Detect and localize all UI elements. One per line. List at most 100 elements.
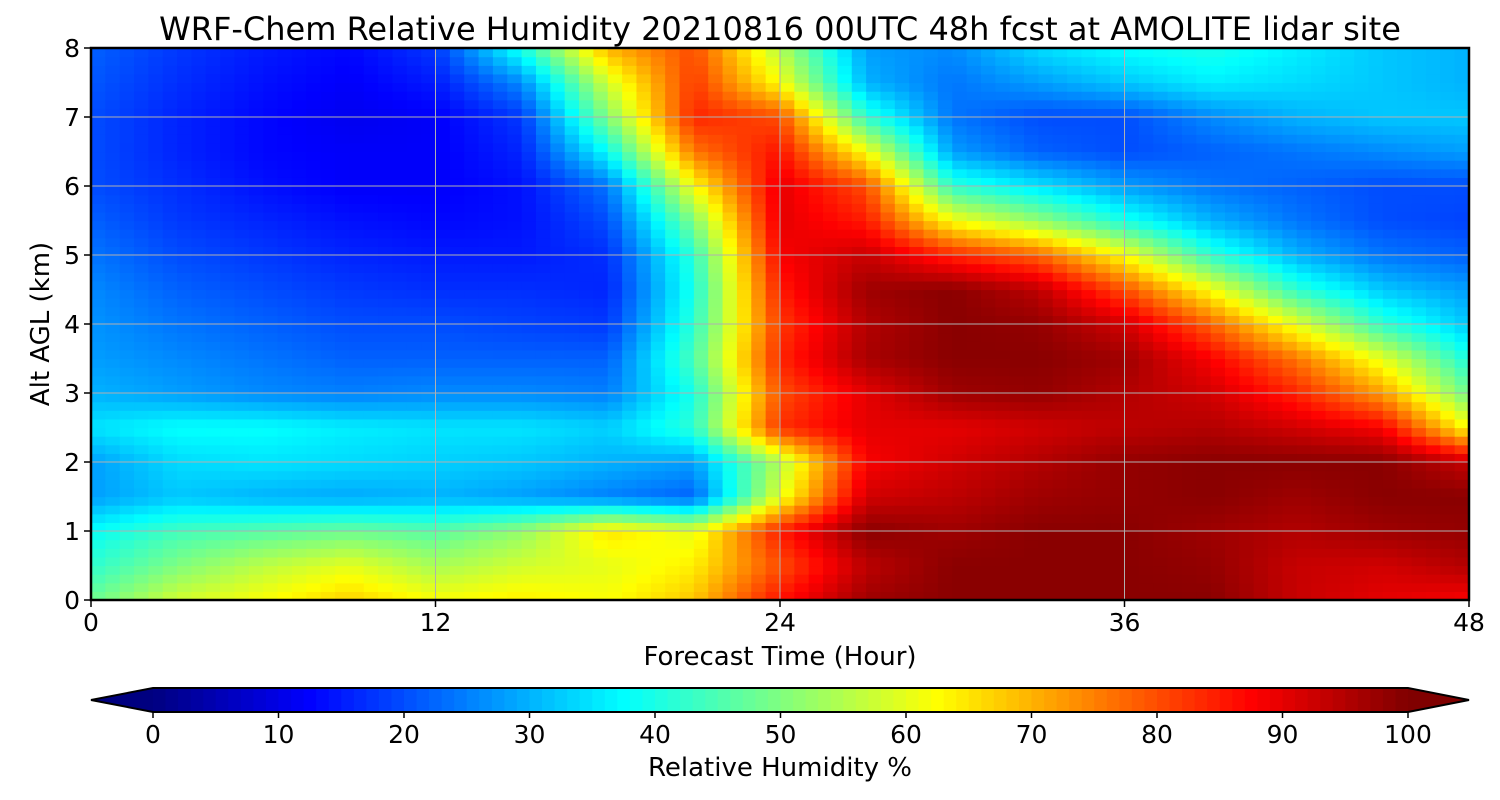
heatmap-cell [650, 574, 666, 584]
heatmap-cell [320, 513, 336, 523]
heatmap-cell [751, 229, 767, 239]
heatmap-cell [105, 427, 121, 437]
heatmap-cell [277, 289, 293, 299]
heatmap-cell [894, 410, 910, 420]
heatmap-cell [564, 418, 580, 429]
heatmap-cell [780, 151, 795, 161]
heatmap-cell [894, 160, 910, 170]
heatmap-cell [579, 427, 594, 437]
heatmap-cell [1081, 436, 1097, 446]
heatmap-cell [234, 125, 250, 135]
heatmap-cell [937, 134, 953, 144]
heatmap-cell [363, 410, 379, 420]
heatmap-cell [205, 531, 221, 541]
heatmap-cell [1024, 384, 1039, 394]
heatmap-cell [406, 237, 422, 247]
heatmap-cell [593, 315, 609, 325]
heatmap-cell [1181, 168, 1197, 178]
heatmap-cell [966, 453, 982, 463]
heatmap-cell [449, 125, 465, 135]
heatmap-cell [464, 117, 480, 127]
heatmap-cell [1196, 99, 1212, 109]
heatmap-cell [1124, 289, 1140, 299]
heatmap-cell [535, 237, 551, 247]
heatmap-cell [722, 82, 738, 92]
heatmap-cell [406, 513, 422, 523]
heatmap-cell [535, 151, 551, 161]
heatmap-cell [765, 522, 781, 532]
heatmap-cell [550, 108, 566, 118]
heatmap-cell [1167, 255, 1183, 265]
heatmap-cell [995, 99, 1011, 109]
heatmap-cell [248, 65, 264, 75]
heatmap-cell [980, 211, 996, 222]
heatmap-cell [105, 289, 121, 299]
heatmap-cell [1153, 82, 1169, 92]
heatmap-cell [1181, 341, 1197, 351]
heatmap-cell [335, 280, 350, 291]
heatmap-cell [894, 548, 910, 558]
heatmap-cell [1196, 203, 1212, 213]
heatmap-cell [220, 280, 236, 291]
heatmap-cell [105, 341, 121, 351]
heatmap-cell [1038, 505, 1054, 515]
heatmap-cell [736, 444, 752, 454]
heatmap-cell [966, 505, 982, 515]
heatmap-cell [650, 565, 666, 575]
heatmap-cell [808, 436, 824, 446]
heatmap-cell [880, 229, 896, 239]
heatmap-cell [435, 358, 451, 368]
heatmap-cell [866, 418, 882, 429]
heatmap-cell [234, 332, 250, 342]
heatmap-cell [535, 324, 551, 334]
heatmap-cell [1052, 367, 1068, 377]
heatmap-cell [363, 220, 379, 230]
heatmap-cell [378, 349, 394, 360]
heatmap-cell [937, 531, 953, 541]
heatmap-cell [593, 203, 609, 213]
heatmap-cell [636, 298, 652, 308]
heatmap-cell [593, 453, 609, 463]
heatmap-cell [1009, 324, 1025, 334]
heatmap-cell [191, 574, 207, 584]
heatmap-cell [421, 556, 437, 567]
heatmap-cell [1153, 565, 1169, 575]
heatmap-cell [1138, 272, 1154, 282]
heatmap-cell [492, 574, 508, 584]
heatmap-cell [550, 56, 566, 66]
heatmap-cell [1038, 186, 1054, 196]
heatmap-cell [392, 522, 408, 532]
heatmap-cell [765, 349, 781, 360]
heatmap-cell [636, 349, 652, 360]
heatmap-cell [507, 73, 523, 84]
heatmap-cell [1081, 384, 1097, 394]
heatmap-cell [923, 453, 939, 463]
heatmap-cell [378, 82, 394, 92]
heatmap-cell [722, 341, 738, 351]
heatmap-cell [837, 324, 853, 334]
heatmap-cell [1124, 272, 1140, 282]
heatmap-cell [507, 384, 523, 394]
heatmap-cell [349, 539, 365, 549]
heatmap-cell [105, 410, 121, 420]
heatmap-cell [679, 505, 695, 515]
heatmap-cell [220, 56, 236, 66]
heatmap-cell [636, 65, 652, 75]
heatmap-cell [162, 194, 178, 204]
heatmap-cell [636, 393, 652, 403]
heatmap-cell [780, 203, 795, 213]
heatmap-cell [736, 298, 752, 308]
heatmap-cell [579, 237, 594, 247]
heatmap-cell [794, 410, 810, 420]
heatmap-cell [1110, 418, 1126, 429]
heatmap-cell [650, 142, 666, 153]
heatmap-cell [980, 410, 996, 420]
heatmap-cell [1210, 582, 1226, 592]
heatmap-cell [105, 186, 121, 196]
heatmap-cell [708, 341, 724, 351]
heatmap-cell [708, 513, 724, 523]
heatmap-cell [622, 427, 638, 437]
heatmap-cell [306, 582, 322, 592]
heatmap-cell [191, 522, 207, 532]
heatmap-cell [363, 211, 379, 222]
